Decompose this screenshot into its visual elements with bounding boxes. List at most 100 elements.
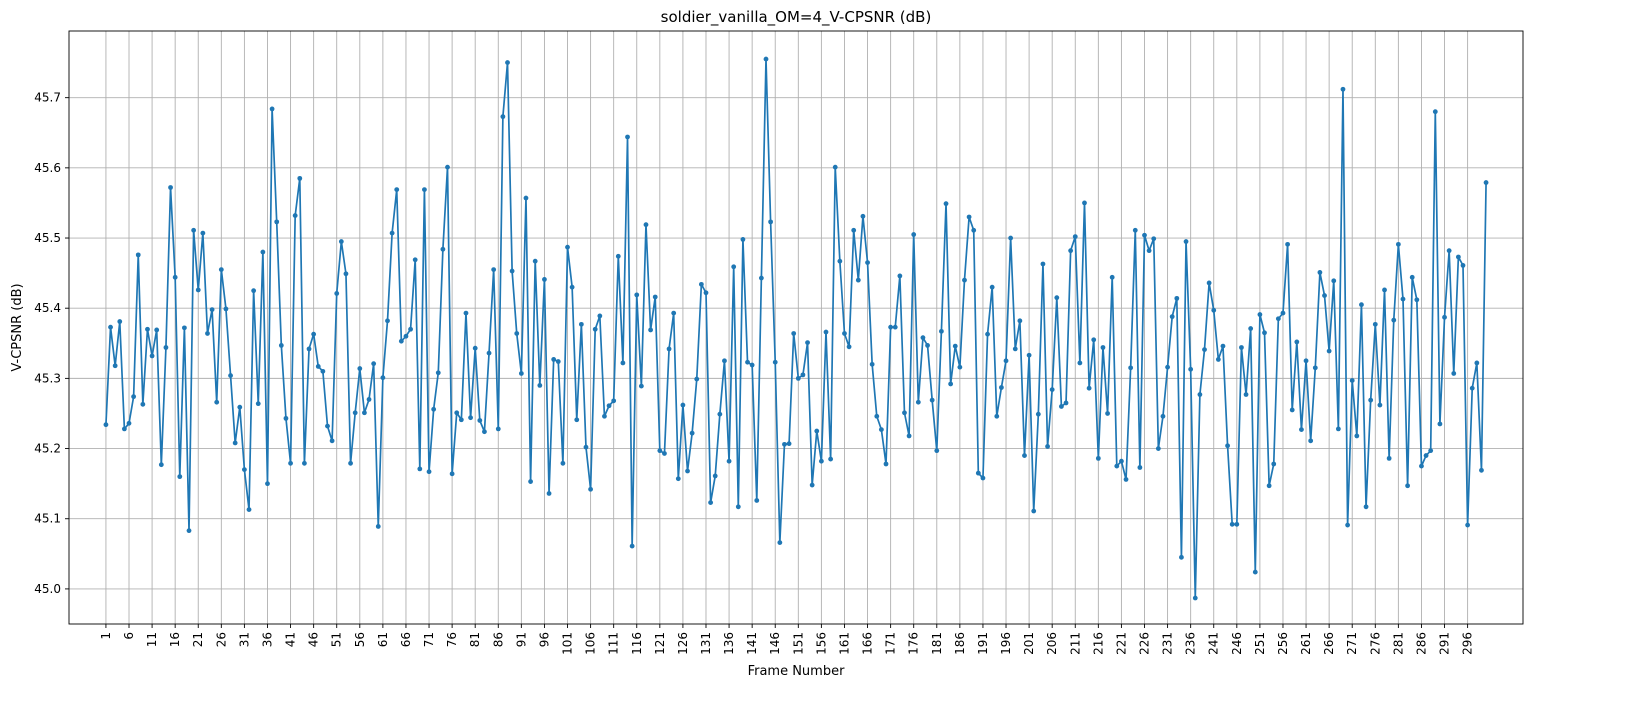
- x-tick-label: 216: [1091, 632, 1105, 655]
- data-point: [675, 476, 681, 482]
- data-point: [1483, 180, 1489, 185]
- data-point: [158, 462, 164, 468]
- data-point: [1400, 296, 1406, 302]
- data-point: [920, 335, 926, 341]
- data-point: [214, 399, 220, 405]
- data-point: [906, 433, 912, 439]
- data-point: [814, 428, 820, 434]
- data-point: [1119, 458, 1124, 464]
- data-point: [495, 426, 501, 432]
- x-tick-label: 176: [907, 632, 921, 655]
- data-point: [1095, 455, 1101, 461]
- data-point: [800, 372, 806, 378]
- x-tick-label: 131: [699, 632, 713, 655]
- x-tick-label: 11: [145, 632, 159, 647]
- data-point: [943, 201, 949, 207]
- x-tick-label: 256: [1276, 632, 1290, 655]
- data-point: [246, 507, 252, 513]
- data-point: [1082, 200, 1087, 206]
- data-point: [1220, 343, 1226, 349]
- data-point: [509, 268, 515, 274]
- data-point: [108, 324, 113, 330]
- data-point: [1188, 366, 1194, 372]
- data-point: [1271, 461, 1277, 467]
- data-point: [117, 319, 123, 324]
- data-point: [389, 230, 395, 236]
- y-axis-title: V-CPSNR (dB): [10, 283, 25, 371]
- data-point: [1197, 392, 1203, 397]
- data-point: [528, 479, 533, 484]
- data-point: [754, 498, 760, 503]
- data-point: [1294, 339, 1300, 345]
- data-point: [578, 321, 584, 327]
- data-point: [1451, 371, 1457, 376]
- data-point: [357, 366, 363, 371]
- data-point: [782, 441, 787, 447]
- data-point: [255, 401, 261, 407]
- data-point: [366, 397, 372, 402]
- data-point: [1202, 347, 1207, 353]
- data-point: [242, 467, 247, 473]
- data-point: [412, 257, 418, 263]
- data-point: [1183, 239, 1189, 244]
- x-tick-label: 141: [745, 632, 759, 655]
- data-point: [786, 441, 792, 447]
- data-point: [791, 331, 797, 336]
- data-point: [555, 359, 561, 364]
- x-tick-label: 16: [168, 632, 182, 647]
- data-point: [1151, 236, 1157, 242]
- data-point: [394, 187, 400, 193]
- data-point: [777, 540, 783, 545]
- data-point: [874, 413, 880, 419]
- data-point: [223, 306, 229, 312]
- data-point: [971, 227, 977, 233]
- data-point: [1359, 302, 1364, 308]
- data-point: [1289, 407, 1295, 413]
- data-point: [1382, 287, 1387, 293]
- data-point: [1479, 467, 1484, 473]
- data-point: [772, 359, 778, 365]
- data-point: [1234, 521, 1240, 527]
- data-point: [583, 444, 589, 450]
- data-point: [726, 458, 732, 464]
- data-point: [763, 56, 769, 62]
- x-tick-label: 271: [1345, 632, 1359, 655]
- data-point: [1275, 316, 1281, 322]
- data-point: [569, 284, 575, 290]
- data-point: [1040, 261, 1046, 267]
- x-tick-label: 91: [514, 632, 528, 647]
- x-tick-label: 161: [837, 632, 851, 655]
- data-point: [542, 277, 547, 282]
- x-tick-label: 136: [722, 632, 736, 655]
- data-point: [1299, 427, 1304, 433]
- data-point: [348, 460, 353, 466]
- data-point: [1225, 443, 1230, 449]
- data-point: [735, 504, 741, 510]
- data-point: [1395, 241, 1401, 247]
- y-tick-label: 45.0: [34, 582, 61, 596]
- x-tick-label: 121: [653, 632, 667, 655]
- data-point: [1146, 248, 1152, 254]
- data-point: [218, 267, 224, 272]
- data-point: [680, 402, 686, 408]
- data-point: [1331, 278, 1337, 284]
- data-point: [588, 486, 593, 492]
- data-point: [1142, 232, 1147, 238]
- x-tick-label: 71: [422, 632, 436, 647]
- data-point: [975, 470, 981, 476]
- data-point: [237, 404, 243, 410]
- data-point: [1446, 248, 1452, 254]
- series-layer: [103, 56, 1489, 601]
- data-point: [251, 288, 257, 294]
- data-point: [1132, 227, 1138, 233]
- data-point: [966, 214, 972, 220]
- data-point: [302, 460, 307, 466]
- data-point: [832, 164, 838, 170]
- data-point: [611, 398, 617, 404]
- x-tick-label: 151: [791, 632, 805, 655]
- data-point: [1308, 438, 1314, 444]
- data-point: [1317, 270, 1323, 275]
- data-point: [505, 60, 510, 65]
- data-point: [1026, 352, 1032, 358]
- x-axis-title: Frame Number: [748, 664, 846, 679]
